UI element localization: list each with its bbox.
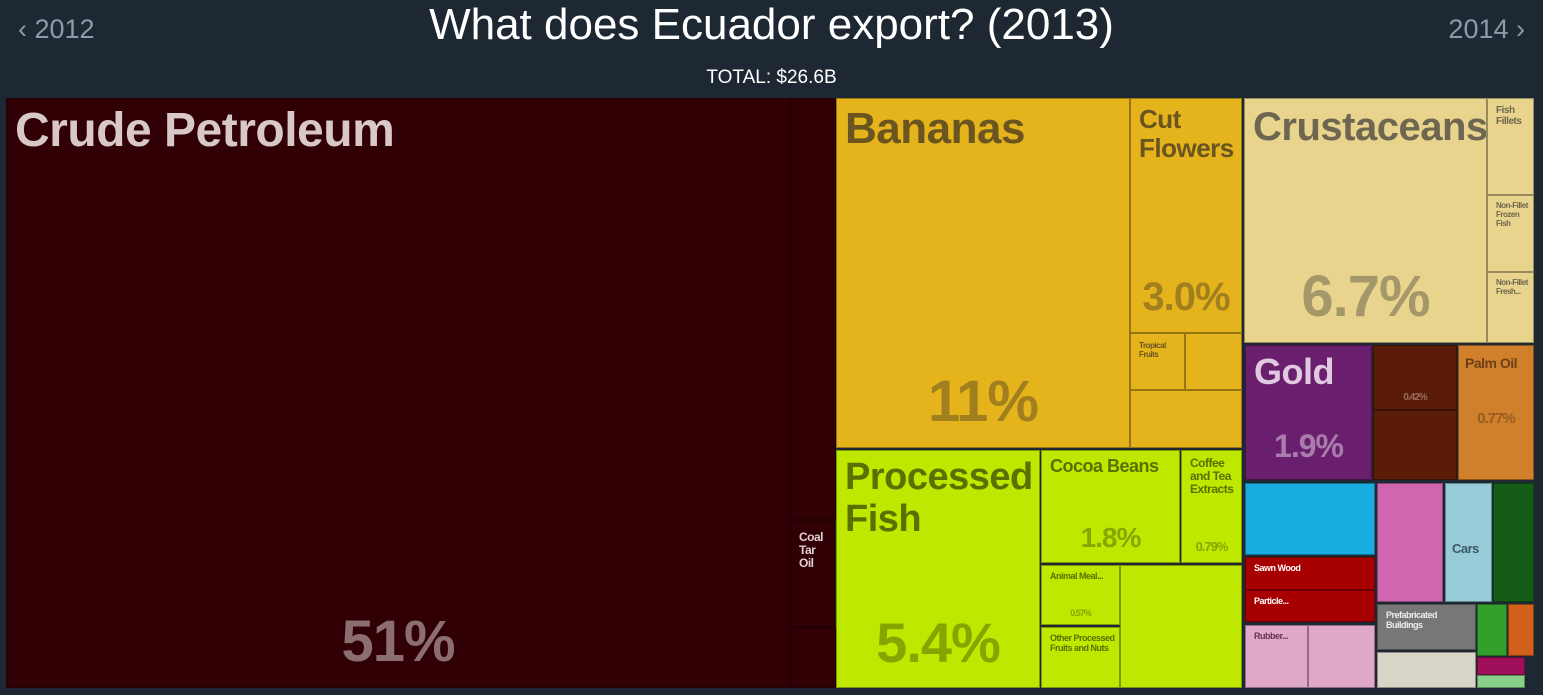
treemap-cell: Crude Petroleum 51%: [6, 98, 790, 688]
chart-title: What does Ecuador export? (2013): [429, 0, 1114, 49]
cell-label: Crustaceans: [1253, 105, 1487, 149]
treemap-cell: 0.42%: [1373, 345, 1457, 410]
cell-label: Processed Fish: [845, 456, 1033, 540]
treemap-cell: Bananas 11%: [836, 98, 1130, 448]
cell-value: 51%: [341, 609, 455, 674]
next-year[interactable]: 2014 ›: [1448, 14, 1525, 44]
treemap-cell: Tropical Fruits: [1130, 333, 1185, 390]
treemap-cell: Particle...: [1245, 590, 1375, 622]
cell-label: Gold: [1254, 351, 1334, 392]
treemap-cell: Non-Fillet Fresh...: [1487, 272, 1534, 343]
cell-label: Bananas: [845, 104, 1025, 153]
filler: [1493, 483, 1534, 602]
cell-label: Cars: [1452, 541, 1479, 556]
cell-label: Prefabricated Buildings: [1386, 610, 1438, 630]
filler: [790, 98, 836, 520]
cell-value: 5.4%: [876, 611, 1001, 674]
cell-label: Crude Petroleum: [15, 104, 395, 157]
treemap-cell: Cut Flowers 3.0%: [1130, 98, 1242, 333]
filler: [1477, 675, 1525, 688]
treemap-cell: Other Processed Fruits and Nuts: [1041, 627, 1120, 688]
treemap-cell: Animal Meal... 0.57%: [1041, 565, 1120, 625]
cell-label: Tropical Fruits: [1139, 341, 1166, 359]
prev-year[interactable]: ‹ 2012: [18, 14, 95, 44]
treemap-cell: Prefabricated Buildings: [1377, 604, 1476, 650]
treemap-cell: Non-Fillet Frozen Fish: [1487, 195, 1534, 272]
filler: [1308, 625, 1375, 688]
cell-label: Non-Fillet Fresh...: [1496, 278, 1528, 296]
treemap-cell: Palm Oil 0.77%: [1458, 345, 1534, 480]
filler: [1377, 483, 1443, 602]
treemap-cell: Coffee and Tea Extracts 0.79%: [1181, 450, 1242, 563]
cell-label: Coffee and Tea Extracts: [1190, 456, 1234, 497]
cell-label: Palm Oil: [1465, 355, 1518, 371]
cell-value: 0.57%: [1070, 608, 1092, 618]
cell-value: 3.0%: [1142, 275, 1230, 319]
cell-label: Sawn Wood: [1254, 563, 1301, 573]
cell-label: Particle...: [1254, 596, 1289, 606]
filler: [1377, 652, 1476, 688]
treemap-cell: Coal Tar Oil: [790, 520, 835, 627]
treemap-cell: Sawn Wood: [1245, 557, 1375, 590]
treemap-cell: Processed Fish 5.4%: [836, 450, 1040, 688]
filler: [1477, 604, 1507, 656]
cell-value: 0.42%: [1403, 392, 1427, 403]
cell-value: 6.7%: [1301, 264, 1430, 329]
cell-value: 0.77%: [1477, 410, 1516, 427]
cell-label: Cocoa Beans: [1050, 456, 1159, 476]
cell-value: 0.79%: [1195, 539, 1229, 554]
cell-label: Other Processed Fruits and Nuts: [1050, 633, 1115, 653]
chart-subtitle: TOTAL: $26.6B: [706, 67, 837, 88]
cell-label: Animal Meal...: [1050, 571, 1104, 581]
filler: [1477, 657, 1525, 675]
cell-label: Cut Flowers: [1139, 104, 1234, 163]
filler: [1120, 565, 1242, 688]
treemap-cell: Crustaceans 6.7%: [1244, 98, 1487, 343]
treemap-cell: Gold 1.9%: [1245, 345, 1372, 480]
cell-label: Fish Fillets: [1496, 105, 1522, 127]
filler: [1245, 483, 1375, 555]
cell-value: 1.9%: [1274, 428, 1344, 464]
filler: [1130, 390, 1242, 448]
cell-label: Non-Fillet Frozen Fish: [1496, 201, 1528, 228]
treemap-cell: Rubber...: [1245, 625, 1308, 688]
cell-value: 11%: [928, 369, 1039, 434]
filler: [1508, 604, 1534, 656]
cell-label: Coal Tar Oil: [799, 530, 824, 571]
treemap-cell: Cocoa Beans 1.8%: [1041, 450, 1180, 563]
filler: [1185, 333, 1242, 390]
filler: [1373, 410, 1457, 480]
cell-label: Rubber...: [1254, 631, 1289, 641]
treemap-cell: Fish Fillets: [1487, 98, 1534, 195]
filler: [790, 627, 836, 688]
prev-year-label[interactable]: 2012: [34, 14, 95, 44]
cell-value: 1.8%: [1080, 522, 1142, 553]
next-year-label[interactable]: 2014: [1448, 14, 1509, 44]
treemap-cell: Cars: [1445, 483, 1492, 602]
